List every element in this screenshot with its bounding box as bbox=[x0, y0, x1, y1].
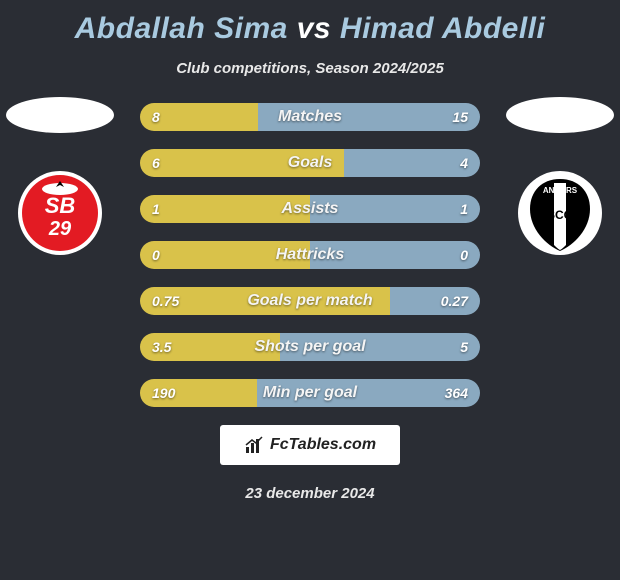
watermark-badge: FcTables.com bbox=[220, 425, 400, 465]
player1-club-crest: SB 29 bbox=[16, 169, 104, 257]
stat-value-right: 5 bbox=[460, 339, 468, 355]
stat-bar-fill-right bbox=[310, 195, 480, 223]
stat-bar-fill-right bbox=[280, 333, 480, 361]
stat-bar-fill-right bbox=[258, 103, 480, 131]
stat-bar-row: 64Goals bbox=[140, 149, 480, 177]
player1-avatar-placeholder bbox=[6, 97, 114, 133]
stat-bar-row: 0.750.27Goals per match bbox=[140, 287, 480, 315]
stat-bar-fill-left bbox=[140, 241, 310, 269]
stat-bar-fill-left bbox=[140, 149, 344, 177]
svg-text:SCO: SCO bbox=[547, 208, 573, 222]
player2-club-crest: ANGERS SCO bbox=[516, 169, 604, 257]
stat-value-left: 0 bbox=[152, 247, 160, 263]
svg-text:ANGERS: ANGERS bbox=[543, 186, 578, 195]
crest-angers-icon: ANGERS SCO bbox=[516, 169, 604, 257]
stat-bar-row: 815Matches bbox=[140, 103, 480, 131]
svg-text:29: 29 bbox=[48, 218, 72, 240]
stat-value-right: 15 bbox=[452, 109, 468, 125]
player2-avatar-placeholder bbox=[506, 97, 614, 133]
stat-value-left: 190 bbox=[152, 385, 175, 401]
stat-value-right: 0 bbox=[460, 247, 468, 263]
stat-value-right: 364 bbox=[445, 385, 468, 401]
comparison-stage: SB 29 ANGERS SCO 815Matches64Goals11Assi… bbox=[0, 103, 620, 407]
stat-bar-fill-right bbox=[310, 241, 480, 269]
stat-bar-fill-left bbox=[140, 195, 310, 223]
stat-bar-row: 00Hattricks bbox=[140, 241, 480, 269]
stat-value-left: 8 bbox=[152, 109, 160, 125]
stat-bar-row: 3.55Shots per goal bbox=[140, 333, 480, 361]
subtitle: Club competitions, Season 2024/2025 bbox=[0, 60, 620, 77]
stat-bar-row: 190364Min per goal bbox=[140, 379, 480, 407]
stat-bars-container: 815Matches64Goals11Assists00Hattricks0.7… bbox=[140, 103, 480, 407]
stat-value-left: 0.75 bbox=[152, 293, 179, 309]
stat-value-right: 4 bbox=[460, 155, 468, 171]
stat-value-left: 6 bbox=[152, 155, 160, 171]
title-vs: vs bbox=[297, 12, 331, 45]
watermark-chart-icon bbox=[244, 435, 264, 455]
crest-brest-icon: SB 29 bbox=[16, 169, 104, 257]
stat-value-right: 1 bbox=[460, 201, 468, 217]
comparison-date: 23 december 2024 bbox=[0, 485, 620, 502]
stat-value-left: 1 bbox=[152, 201, 160, 217]
stat-value-right: 0.27 bbox=[441, 293, 468, 309]
svg-text:SB: SB bbox=[45, 193, 76, 218]
player1-name: Abdallah Sima bbox=[75, 12, 288, 45]
watermark-text: FcTables.com bbox=[270, 436, 376, 454]
stat-value-left: 3.5 bbox=[152, 339, 171, 355]
comparison-title: Abdallah Sima vs Himad Abdelli bbox=[0, 0, 620, 46]
stat-bar-row: 11Assists bbox=[140, 195, 480, 223]
player2-name: Himad Abdelli bbox=[340, 12, 545, 45]
